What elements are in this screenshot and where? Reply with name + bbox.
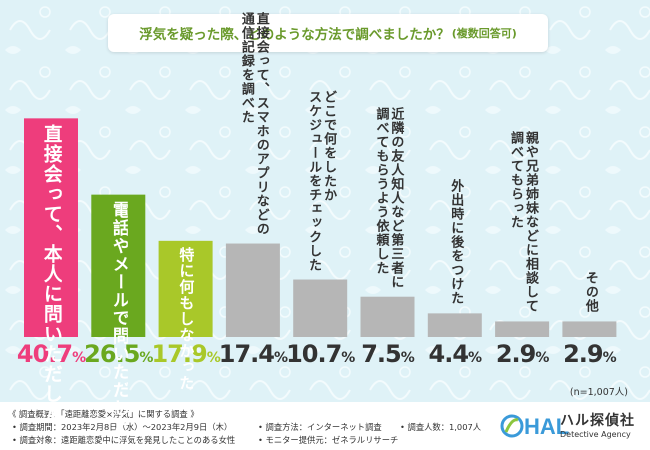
category-label-8: 親や兄弟姉妹などに相談して 調べてもらった <box>508 131 538 314</box>
bar-4 <box>225 243 280 337</box>
value-unit-3: % <box>206 350 221 366</box>
bar-3 <box>158 240 213 337</box>
category-label-9: その他 <box>582 271 598 314</box>
survey-provider: • モニター提供元：ゼネラルリサーチ <box>258 435 399 445</box>
company-sub: Detective Agency <box>560 430 631 439</box>
value-number-8: 2.9 <box>495 340 537 368</box>
hal-logo: HAL <box>500 414 569 439</box>
bar-6 <box>360 296 415 337</box>
sample-size: (n=1,007人) <box>569 387 628 398</box>
bar-9 <box>562 321 617 337</box>
survey-target: • 調査対象：遠距離恋愛中に浮気を発見したことのある女性 <box>12 435 236 445</box>
value-label-3: 17.9% <box>151 340 221 368</box>
value-label-6: 7.5% <box>353 340 423 368</box>
value-number-2: 26.5 <box>84 340 140 368</box>
category-label-1: 直接会って、本人に問いただした <box>40 124 63 425</box>
value-label-5: 10.7% <box>285 340 355 368</box>
value-number-4: 17.4 <box>218 340 275 368</box>
bar-1 <box>24 118 78 338</box>
hal-logo-mark-text: HAL <box>524 414 569 439</box>
survey-method: • 調査方法：インターネット調査 <box>258 422 382 432</box>
category-label-3: 特に何もしなかった <box>177 246 196 391</box>
category-label-2: 電話やメールで問いただした <box>108 200 129 435</box>
value-label-2: 26.5% <box>83 340 153 368</box>
value-unit-8: % <box>535 350 549 366</box>
value-number-9: 2.9 <box>563 340 604 368</box>
value-label-8: 2.9% <box>487 340 557 368</box>
value-label-1: 40.7% <box>16 340 86 368</box>
value-number-6: 7.5 <box>361 340 402 368</box>
company-name: ハル探偵社 <box>560 413 635 429</box>
value-label-7: 4.4% <box>420 340 490 368</box>
category-label-4: 直接会って、スマホのアプリなどの 通信記録を調べた <box>238 11 269 236</box>
value-number-7: 4.4 <box>428 340 470 368</box>
bar-chart <box>24 118 617 338</box>
value-number-1: 40.7 <box>16 340 73 368</box>
category-label-5: どこで何をしたか スケジュールをチェックした <box>306 89 337 272</box>
bar-8 <box>495 321 550 337</box>
bar-5 <box>293 279 348 337</box>
chart-title: 浮気を疑った際、どのような方法で調べましたか？ (複数回答可) <box>108 14 548 52</box>
value-unit-9: % <box>602 350 617 366</box>
value-label-4: 17.4% <box>218 340 288 368</box>
value-unit-2: % <box>139 350 153 366</box>
bar-2 <box>91 194 146 337</box>
hal-logo-mark-icon <box>500 414 524 438</box>
chart-title-main: 浮気を疑った際、どのような方法で調べましたか？ <box>139 27 450 43</box>
footer: 《 調査概要：「遠距離恋愛×浮気」に関する調査 》 • 調査期間：2023年2月… <box>0 402 650 450</box>
value-unit-5: % <box>341 350 355 366</box>
value-number-5: 10.7 <box>286 340 342 368</box>
value-unit-1: % <box>72 350 86 366</box>
survey-period: • 調査期間：2023年2月8日（水）〜2023年2月9日（木） <box>12 422 233 432</box>
value-unit-4: % <box>273 350 288 366</box>
category-label-6: 近隣の友人知人など第三者に 調べてもらうよう依頼した <box>373 106 404 289</box>
bar-7 <box>427 313 482 337</box>
chart-title-note: (複数回答可) <box>451 27 517 40</box>
value-unit-7: % <box>468 350 482 366</box>
survey-respondents: • 調査人数：1,007人 <box>400 422 482 432</box>
value-number-3: 17.9 <box>151 340 207 368</box>
value-label-9: 2.9% <box>554 340 624 368</box>
category-label-7: 外出時に後をつけた <box>448 179 464 306</box>
survey-overview: 《 調査概要：「遠距離恋愛×浮気」に関する調査 》 <box>8 409 199 419</box>
value-unit-6: % <box>400 350 415 366</box>
